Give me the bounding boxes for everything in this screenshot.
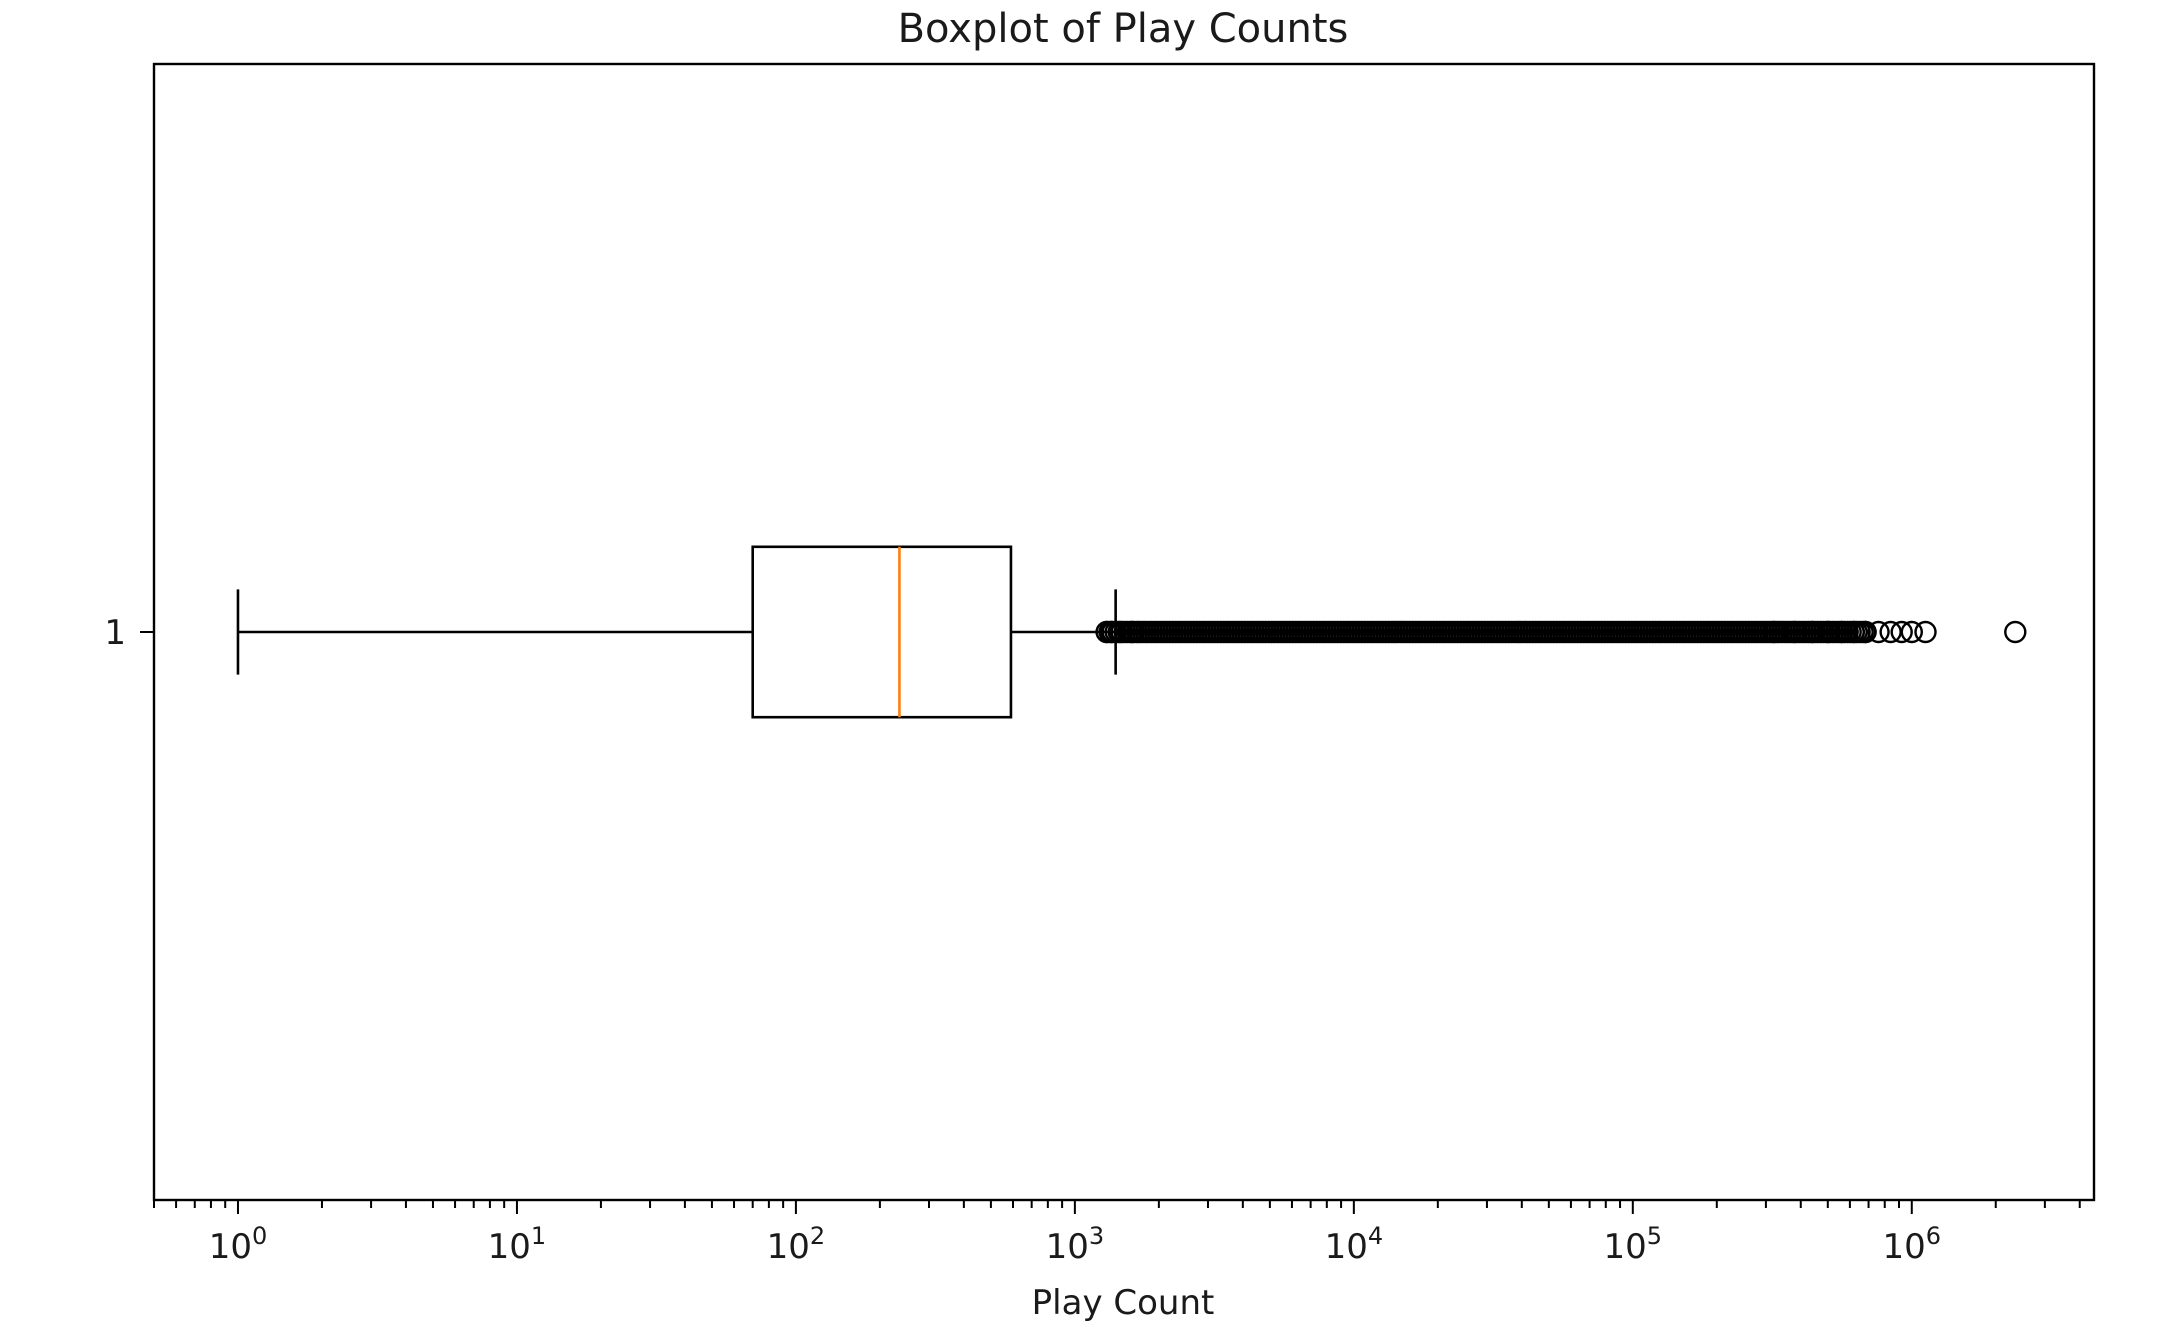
iqr-box xyxy=(751,545,1013,719)
x-tick-label: 104 xyxy=(1325,1222,1384,1267)
boxplot-series xyxy=(236,545,2027,719)
flier-point xyxy=(1890,620,1913,644)
x-axis-label: Play Count xyxy=(1032,1283,1215,1323)
flier-point xyxy=(1783,620,1806,644)
x-axis: 100 101 102 103 104 105 106 xyxy=(153,1200,2081,1267)
y-axis: 1 xyxy=(104,613,154,653)
flier-point xyxy=(1900,620,1923,644)
y-tick-label: 1 xyxy=(104,613,126,653)
x-tick-label: 105 xyxy=(1604,1222,1663,1267)
flier-point xyxy=(1801,620,1824,644)
chart-title: Boxplot of Play Counts xyxy=(898,6,1349,52)
flier-point xyxy=(1867,620,1890,644)
flier-point xyxy=(1842,620,1866,644)
flier-point xyxy=(1914,620,1937,644)
flier-point xyxy=(1120,620,1144,644)
flier-point xyxy=(2004,620,2027,644)
plot-area xyxy=(236,545,2027,719)
flier-point xyxy=(1853,620,1877,644)
x-tick-label: 101 xyxy=(488,1222,547,1267)
x-tick-label: 103 xyxy=(1046,1222,1105,1267)
x-tick-label: 102 xyxy=(767,1222,826,1267)
outlier-fliers xyxy=(1095,620,2027,644)
flier-point xyxy=(1830,620,1853,644)
x-tick-label: 100 xyxy=(209,1222,268,1267)
flier-point xyxy=(1108,620,1132,644)
x-tick-label: 106 xyxy=(1883,1222,1942,1267)
flier-point xyxy=(1816,620,1839,644)
